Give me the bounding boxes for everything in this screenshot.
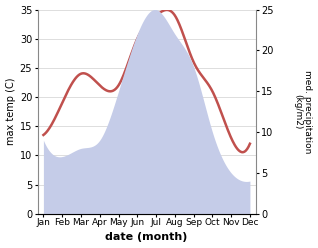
- Y-axis label: med. precipitation
(kg/m2): med. precipitation (kg/m2): [293, 70, 313, 153]
- X-axis label: date (month): date (month): [106, 232, 188, 243]
- Y-axis label: max temp (C): max temp (C): [5, 78, 16, 145]
